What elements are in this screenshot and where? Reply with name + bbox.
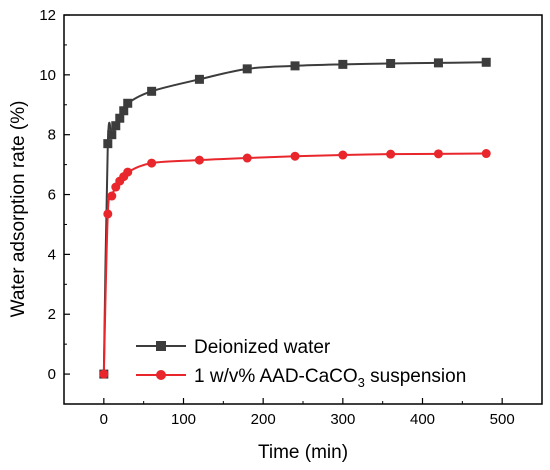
- x-tick-label-1: 100: [171, 411, 196, 428]
- series-0-point-14: [481, 57, 491, 67]
- series-line-0: [102, 61, 487, 375]
- series-1-point-13: [433, 149, 443, 159]
- series-0-point-8: [194, 74, 204, 84]
- y-tick-label-5: 10: [39, 67, 56, 84]
- y-tick-label-2: 4: [48, 246, 56, 263]
- series-0-point-5: [119, 106, 129, 116]
- x-tick-label-5: 500: [490, 411, 515, 428]
- legend-label-suspension-main: 1 w/v% AAD-CaCO: [194, 366, 358, 387]
- legend-label-suspension: 1 w/v% AAD-CaCO3 suspension: [194, 366, 466, 390]
- legend-label-deionized: Deionized water: [194, 337, 331, 358]
- legend-label-suspension-sub: 3: [358, 375, 365, 390]
- y-tick-label-6: 12: [39, 7, 56, 24]
- y-tick-label-1: 2: [48, 306, 56, 323]
- series-1-point-1: [103, 209, 113, 219]
- series-1-point-7: [147, 158, 157, 168]
- series-0-point-11: [338, 59, 348, 69]
- x-tick-label-3: 300: [330, 411, 355, 428]
- series-1-point-12: [386, 149, 396, 159]
- x-tick-label-2: 200: [251, 411, 276, 428]
- series-0-point-2: [107, 130, 117, 140]
- series-0-point-4: [115, 113, 125, 123]
- legend: Deionized water 1 w/v% AAD-CaCO3 suspens…: [136, 337, 466, 390]
- series-1-point-6: [123, 167, 133, 177]
- series-1-point-10: [290, 151, 300, 161]
- series-0-point-12: [386, 58, 396, 68]
- series-1-point-8: [194, 155, 204, 165]
- series-layer: [99, 57, 491, 379]
- series-1-point-0: [99, 369, 109, 379]
- y-axis-title: Water adsorption rate (%): [8, 101, 29, 318]
- series-0-point-3: [111, 121, 121, 131]
- y-tick-label-3: 6: [48, 187, 56, 204]
- x-tick-label-0: 0: [100, 411, 108, 428]
- legend-marker-suspension: [156, 370, 166, 380]
- series-1-point-11: [338, 150, 348, 160]
- series-0-point-13: [433, 58, 443, 68]
- y-tick-label-0: 0: [48, 366, 56, 383]
- y-tick-label-4: 8: [48, 127, 56, 144]
- series-0-point-1: [103, 139, 113, 149]
- x-axis-title: Time (min): [258, 442, 348, 463]
- ticks: 0 100 200 300 400 500 0 2 4 6 8 10 12: [39, 7, 543, 428]
- series-0-point-7: [147, 86, 157, 96]
- series-1-point-9: [242, 153, 252, 163]
- series-1-point-14: [481, 149, 491, 159]
- series-0-point-10: [290, 61, 300, 71]
- legend-marker-deionized: [156, 341, 166, 351]
- x-tick-label-4: 400: [410, 411, 435, 428]
- series-0-point-6: [123, 98, 133, 108]
- series-0-point-9: [242, 64, 252, 74]
- legend-label-suspension-tail: suspension: [365, 366, 466, 387]
- series-1-point-2: [107, 191, 117, 201]
